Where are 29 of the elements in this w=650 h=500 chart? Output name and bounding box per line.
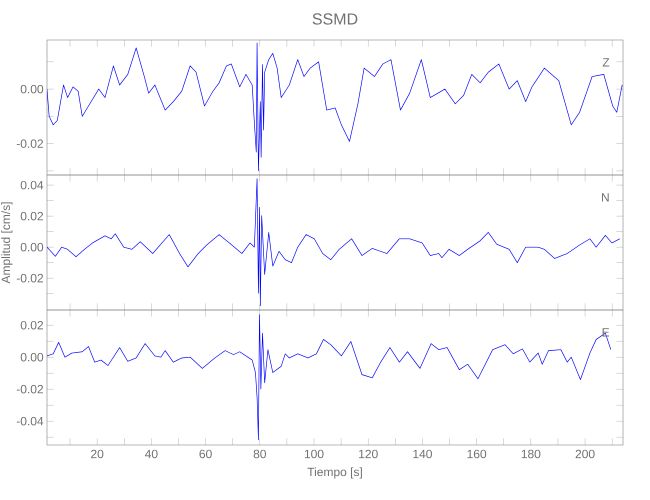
annotation: E <box>602 328 610 336</box>
y-tick-label: -0.04 <box>16 416 44 426</box>
y-tick-label: 0.00 <box>20 242 44 252</box>
x-tick-label: 60 <box>200 450 212 458</box>
annotation: Z <box>602 58 610 66</box>
x-tick-label: 80 <box>254 450 266 458</box>
chart-title: SSMD <box>312 13 358 25</box>
x-tick-label: 160 <box>468 450 486 458</box>
x-tick-label: 40 <box>144 450 158 458</box>
y-tick-label: 0.02 <box>20 212 44 220</box>
annotation: N <box>602 193 609 202</box>
x-tick-label: 100 <box>304 450 324 458</box>
line-series <box>47 314 612 440</box>
x-tick-label: 20 <box>91 450 104 458</box>
x-tick-label: 180 <box>522 450 540 458</box>
y-tick-label: -0.02 <box>16 274 44 282</box>
y-tick-label: 0.00 <box>20 84 44 94</box>
line-series <box>47 42 623 172</box>
x-tick-label: 120 <box>359 450 378 458</box>
y-tick-label: 0.04 <box>20 180 44 190</box>
x-axis-title: Tiempo [s] <box>307 467 362 479</box>
y-axis-title: Amplitud [cm/s] <box>1 202 12 284</box>
line-series <box>47 178 620 306</box>
y-tick-label: -0.02 <box>16 384 44 394</box>
x-tick-label: 140 <box>413 450 432 458</box>
y-tick-label: 0.02 <box>20 320 44 330</box>
y-tick-label: -0.02 <box>16 139 44 148</box>
y-tick-label: 0.00 <box>20 352 44 362</box>
x-tick-label: 200 <box>576 450 595 458</box>
